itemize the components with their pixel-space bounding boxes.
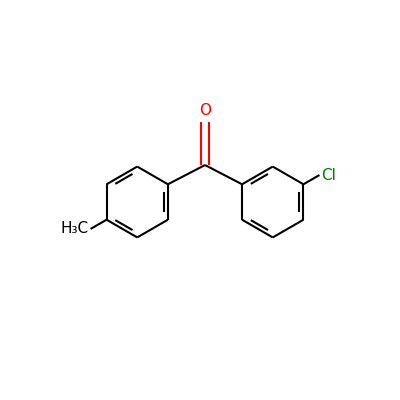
Text: Cl: Cl xyxy=(321,168,336,182)
Text: H₃C: H₃C xyxy=(61,222,89,236)
Text: O: O xyxy=(199,103,211,118)
